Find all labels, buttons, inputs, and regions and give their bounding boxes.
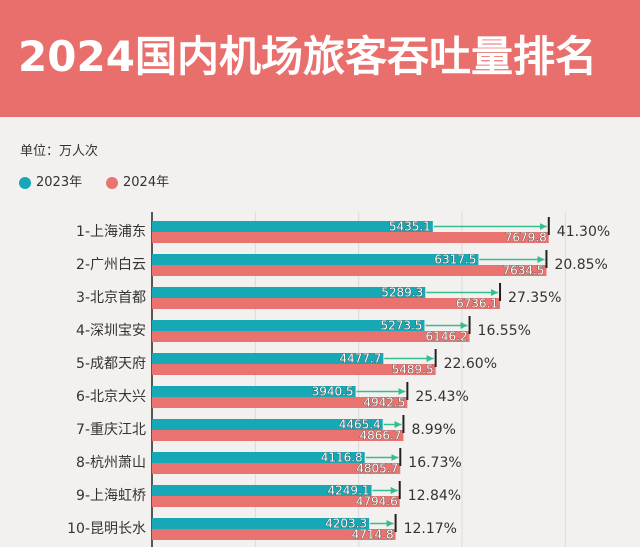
value-label-2024: 7679.8 — [505, 231, 547, 245]
value-label-2024: 7634.5 — [502, 264, 544, 278]
legend-item-2024: 2024年 — [106, 174, 169, 192]
category-label: 5-成都天府 — [76, 356, 146, 372]
value-label-2024: 4866.7 — [359, 429, 401, 443]
bar-2023 — [152, 320, 425, 331]
category-label: 9-上海虹桥 — [76, 488, 146, 504]
legend: 2023年 2024年 — [0, 174, 300, 192]
header-banner: 2024国内机场旅客吞吐量排名 — [0, 0, 640, 117]
value-label-2023: 6317.5 — [434, 253, 476, 267]
legend-swatch-2023 — [19, 177, 31, 189]
bar-2023 — [152, 287, 426, 298]
value-label-2023: 4203.3 — [325, 517, 367, 531]
legend-label-2024: 2024年 — [123, 175, 170, 190]
legend-label-2023: 2023年 — [36, 175, 83, 190]
value-label-2024: 6736.1 — [456, 297, 498, 311]
growth-label: 25.43% — [415, 389, 468, 405]
bar-2024 — [152, 463, 401, 474]
bar-2024 — [152, 298, 501, 309]
bar-2024 — [152, 331, 470, 342]
bar-2023 — [152, 518, 370, 529]
bar-2024 — [152, 364, 436, 375]
bar-2024 — [152, 529, 396, 540]
category-label: 2-广州白云 — [76, 257, 146, 273]
bar-2023 — [152, 221, 433, 232]
growth-label: 16.73% — [408, 455, 461, 471]
category-label: 7-重庆江北 — [76, 422, 146, 438]
growth-label: 41.30% — [557, 224, 610, 240]
category-label: 4-深圳宝安 — [76, 323, 146, 339]
growth-label: 12.84% — [408, 488, 461, 504]
category-label: 3-北京首都 — [76, 290, 146, 306]
growth-label: 27.35% — [508, 290, 561, 306]
unit-label: 单位：万人次 — [20, 144, 99, 159]
bar-2023 — [152, 386, 356, 397]
value-label-2024: 4942.5 — [363, 396, 405, 410]
category-label: 6-北京大兴 — [76, 389, 146, 405]
bar-2023 — [152, 419, 383, 430]
value-label-2023: 4477.7 — [339, 352, 381, 366]
growth-label: 8.99% — [411, 422, 455, 438]
category-label: 10-昆明长水 — [67, 521, 146, 537]
bar-2023 — [152, 485, 372, 496]
category-label: 8-杭州萧山 — [76, 455, 146, 471]
value-label-2023: 4249.1 — [328, 484, 370, 498]
page-title: 2024国内机场旅客吞吐量排名 — [18, 32, 597, 81]
growth-label: 16.55% — [478, 323, 531, 339]
legend-item-2023: 2023年 — [19, 174, 82, 192]
value-label-2023: 5289.3 — [381, 286, 423, 300]
growth-label: 22.60% — [444, 356, 497, 372]
bar-2023 — [152, 353, 384, 364]
value-label-2023: 4116.8 — [321, 451, 363, 465]
chart: 1-上海浦东 5435.1 7679.8 41.30% 2-广州白云 6317.5 7634… — [67, 212, 610, 547]
bar-2023 — [152, 452, 365, 463]
bar-2024 — [152, 397, 408, 408]
value-label-2023: 5435.1 — [389, 220, 431, 234]
value-label-2024: 6146.2 — [426, 330, 468, 344]
bar-2024 — [152, 232, 549, 243]
value-label-2024: 4805.7 — [356, 462, 398, 476]
value-label-2024: 5489.5 — [392, 363, 434, 377]
value-label-2023: 4465.4 — [339, 418, 381, 432]
legend-swatch-2024 — [106, 177, 118, 189]
bar-2024 — [152, 265, 547, 276]
value-label-2024: 4794.6 — [356, 495, 398, 509]
category-label: 1-上海浦东 — [76, 224, 146, 240]
value-label-2023: 3940.5 — [312, 385, 354, 399]
chart-marks: 1-上海浦东 5435.1 7679.8 41.30% 2-广州白云 6317.5 7634… — [67, 212, 610, 547]
bar-2024 — [152, 496, 400, 507]
bar-2024 — [152, 430, 404, 441]
value-label-2023: 5273.5 — [380, 319, 422, 333]
value-label-2024: 4714.8 — [352, 528, 394, 542]
bar-2023 — [152, 254, 479, 265]
growth-label: 20.85% — [554, 257, 607, 273]
growth-label: 12.17% — [404, 521, 457, 537]
